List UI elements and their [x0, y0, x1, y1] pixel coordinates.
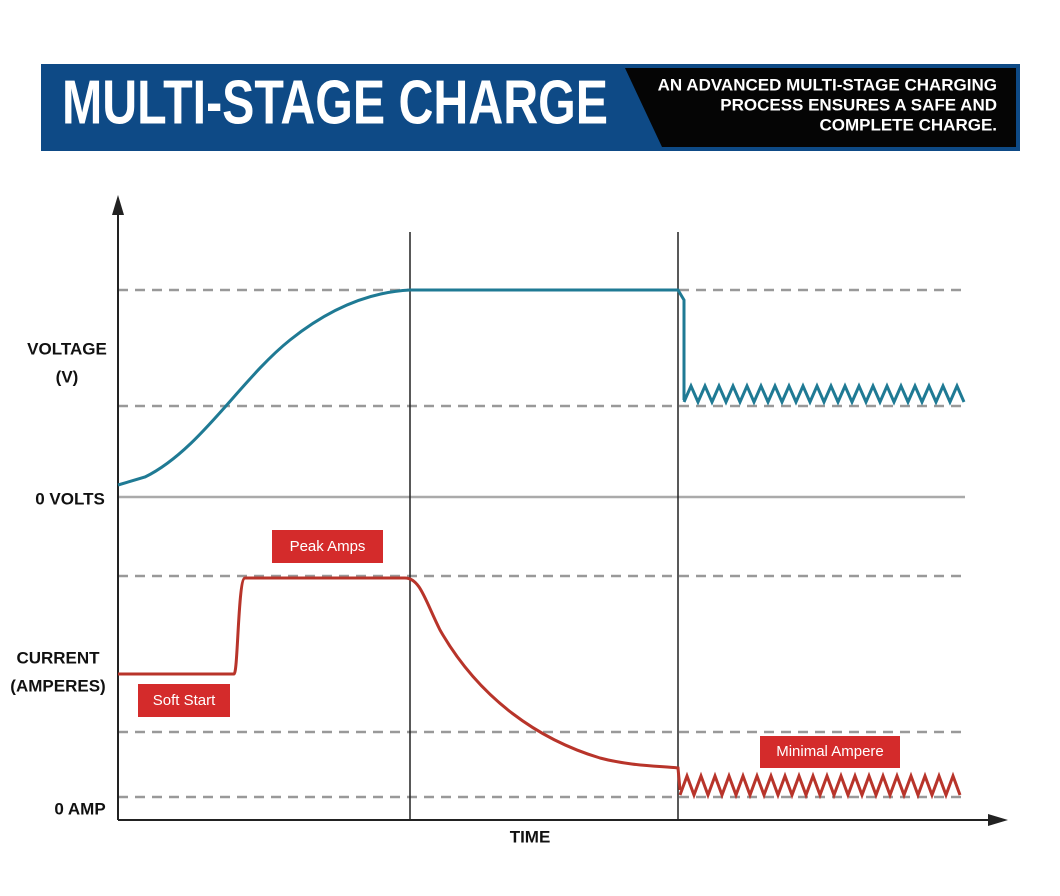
header-title: MULTI-STAGE CHARGE [62, 68, 608, 137]
header-dark-panel [625, 68, 1016, 147]
callout-text: Soft Start [153, 692, 216, 709]
guide-lines [118, 232, 965, 820]
current-curve [118, 576, 682, 791]
callout-text: Peak Amps [290, 538, 366, 555]
current-label: CURRENT [16, 648, 100, 667]
header-description: AN ADVANCED MULTI-STAGE CHARGING [658, 75, 997, 94]
voltage-label: (V) [56, 367, 79, 386]
callout-box [760, 736, 900, 768]
current-label: (AMPERES) [10, 676, 105, 695]
voltage-label: VOLTAGE [27, 339, 107, 358]
zero-volts-label: 0 VOLTS [35, 489, 105, 508]
time-label: TIME [510, 827, 551, 846]
callout-box [138, 684, 230, 717]
current-float-zigzag [678, 771, 962, 800]
callout-text: Minimal Ampere [776, 743, 884, 760]
header-description: PROCESS ENSURES A SAFE AND [720, 95, 997, 114]
callout-box [272, 530, 383, 563]
x-axis-arrow [988, 814, 1008, 826]
voltage-float-zigzag [682, 382, 966, 406]
header-description: COMPLETE CHARGE. [819, 115, 997, 134]
voltage-curve [117, 288, 686, 487]
y-axis-arrow [112, 195, 124, 215]
zero-amp-label: 0 AMP [54, 799, 105, 818]
